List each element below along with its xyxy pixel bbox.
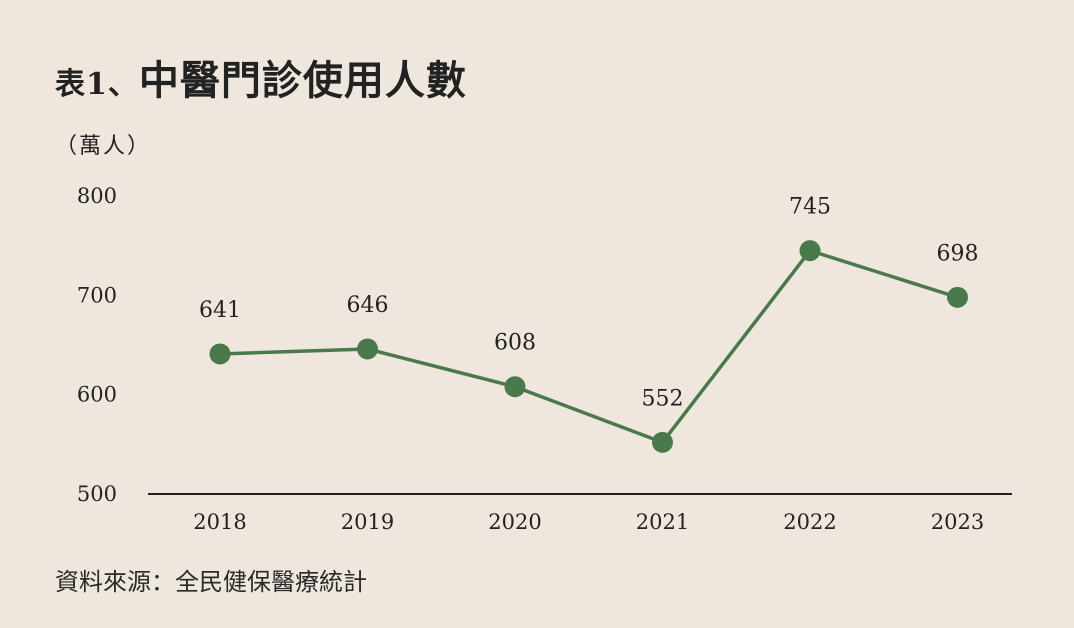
table-number: 表1、 [55,67,139,102]
source-note: 資料來源：全民健保醫療統計 [55,568,367,596]
x-tick-label: 2020 [488,510,541,534]
data-label: 552 [642,386,684,411]
x-tick-label: 2019 [341,510,394,534]
y-tick-label: 600 [77,383,117,407]
data-point [357,338,378,360]
title-text: 中醫門診使用人數 [138,57,467,104]
data-label: 641 [199,298,241,323]
series-line [219,248,959,445]
data-label: 608 [494,331,536,356]
y-axis-unit-label: （萬人） [55,134,152,159]
y-tick-label: 800 [77,184,117,208]
data-point [652,431,673,453]
chart-title: 表1、中醫門診使用人數 [55,48,467,106]
data-label: 745 [789,195,831,220]
x-tick-label: 2023 [931,510,984,534]
data-label: 698 [937,241,979,266]
data-point [947,286,968,308]
data-point [504,376,526,398]
y-tick-label: 500 [77,482,117,506]
x-tick-label: 2022 [783,510,836,534]
data-point [799,240,821,262]
y-tick-label: 700 [77,283,117,307]
x-tick-label: 2021 [636,510,689,534]
data-label: 646 [347,293,389,318]
x-tick-label: 2018 [193,510,246,534]
data-point [209,343,231,365]
